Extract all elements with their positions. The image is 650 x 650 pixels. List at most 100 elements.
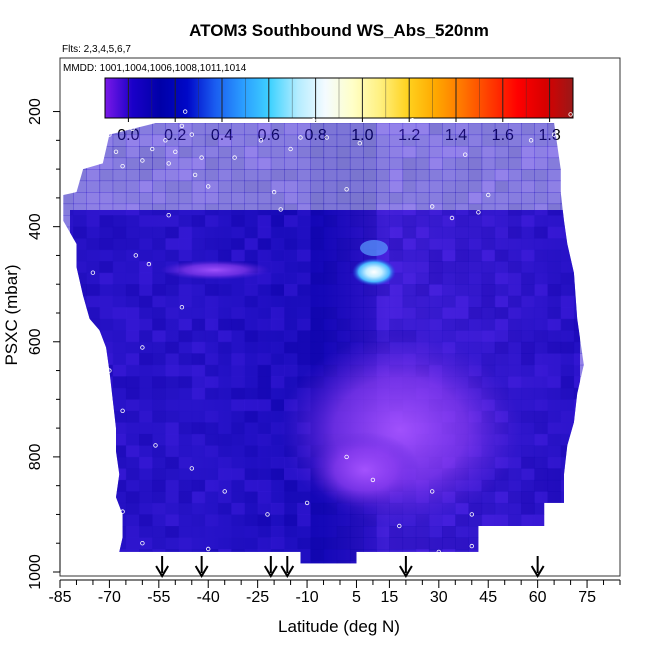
heatmap-cell <box>63 410 74 423</box>
heatmap-cell <box>112 215 127 228</box>
heatmap-cell <box>560 479 575 492</box>
heatmap-cell <box>152 180 166 193</box>
heatmap-cell <box>455 169 469 182</box>
heatmap-cell <box>112 399 127 412</box>
heatmap-cell <box>442 226 456 239</box>
heatmap-cell <box>534 249 549 262</box>
heatmap-cell <box>481 560 496 564</box>
heatmap-cell <box>310 180 325 193</box>
heatmap-cell <box>521 353 535 366</box>
heatmap-cell <box>178 479 193 492</box>
heatmap-cell <box>204 180 219 193</box>
heatmap-cell <box>139 514 153 527</box>
heatmap-cell <box>73 123 87 136</box>
heatmap-cell <box>73 364 87 377</box>
heatmap-cell <box>152 284 166 297</box>
heatmap-cell <box>547 549 562 561</box>
heatmap-cell <box>560 203 575 216</box>
heatmap-cell <box>310 261 325 274</box>
heatmap-cell <box>402 203 417 216</box>
heatmap-cell <box>534 238 549 251</box>
heatmap-cell <box>573 284 584 297</box>
sample-point <box>430 489 435 494</box>
colorbar-divider-lines <box>127 78 574 122</box>
heatmap-cell <box>547 272 562 285</box>
heatmap-cell <box>415 180 430 193</box>
heatmap-cell <box>231 422 245 435</box>
heatmap-cell <box>257 387 272 400</box>
heatmap-cell <box>152 272 166 285</box>
heatmap-cell <box>534 456 549 469</box>
heatmap-cell <box>428 272 443 285</box>
sample-point <box>258 138 264 143</box>
heatmap-cell <box>204 284 219 297</box>
heatmap-cell <box>547 479 562 492</box>
heatmap-cell <box>244 537 259 550</box>
heatmap-cell <box>508 295 522 308</box>
heatmap-cell <box>99 387 114 400</box>
heatmap-cell <box>63 514 74 527</box>
heatmap-cell <box>560 180 575 193</box>
heatmap-cell <box>139 537 153 550</box>
heatmap-cell <box>231 491 245 504</box>
heatmap-cell <box>547 261 562 274</box>
heatmap-cell <box>99 456 114 469</box>
heatmap-cell <box>86 456 101 469</box>
heatmap-cell <box>257 537 272 550</box>
heatmap-cell <box>534 169 549 182</box>
heatmap-cell <box>125 364 140 377</box>
heatmap-cell <box>231 238 245 251</box>
heatmap-cell <box>218 537 232 550</box>
heatmap-cell <box>508 502 522 515</box>
heatmap-cell <box>86 146 101 159</box>
heatmap-cell <box>112 341 127 354</box>
heatmap-cell <box>573 502 584 515</box>
heatmap-cell <box>191 284 206 297</box>
heatmap-cell <box>125 330 140 343</box>
heatmap-cell <box>323 272 338 285</box>
heatmap-cell <box>191 146 206 159</box>
x-axis: -85 -70 -55 -40 -25 -10 5 15 30 45 60 75 <box>48 579 621 606</box>
heatmap-cell <box>270 146 285 159</box>
sample-point <box>486 192 491 198</box>
heatmap-cell <box>402 284 417 297</box>
heatmap-cell <box>547 387 562 400</box>
heatmap-cell <box>152 192 166 205</box>
heatmap-cell <box>152 364 166 377</box>
heatmap-cell <box>297 238 311 251</box>
sample-point <box>469 543 474 549</box>
heatmap-cell <box>257 399 272 412</box>
sample-point <box>107 368 112 373</box>
heatmap-cell <box>86 502 101 515</box>
sample-point <box>436 549 441 555</box>
heatmap-cell <box>63 169 74 182</box>
heatmap-cell <box>521 364 535 377</box>
heatmap-cell <box>73 410 87 423</box>
heatmap-cell <box>63 330 74 343</box>
heatmap-cell <box>297 502 311 515</box>
heatmap-cell <box>297 157 311 170</box>
heatmap-cell <box>455 180 469 193</box>
heatmap-cell <box>165 526 180 538</box>
heatmap-cell <box>270 468 285 481</box>
heatmap-cell <box>231 330 245 343</box>
heatmap-cell <box>521 284 535 297</box>
heatmap-cell <box>231 445 245 458</box>
heatmap-cell <box>244 433 259 446</box>
heatmap-cell <box>63 433 74 446</box>
heatmap-cell <box>376 549 390 561</box>
heatmap-cell <box>547 537 562 550</box>
heatmap-cell <box>63 249 74 262</box>
heatmap-cell <box>428 560 443 564</box>
heatmap-cell <box>284 491 298 504</box>
sample-point <box>149 146 155 152</box>
heatmap-cell <box>402 180 417 193</box>
heatmap-cell <box>389 549 404 561</box>
heatmap-cell <box>191 123 206 136</box>
heatmap-cell <box>521 226 535 239</box>
heatmap-cell <box>73 215 87 228</box>
sample-point <box>205 184 211 189</box>
heatmap-cell <box>521 341 535 354</box>
plume-core <box>310 432 420 508</box>
